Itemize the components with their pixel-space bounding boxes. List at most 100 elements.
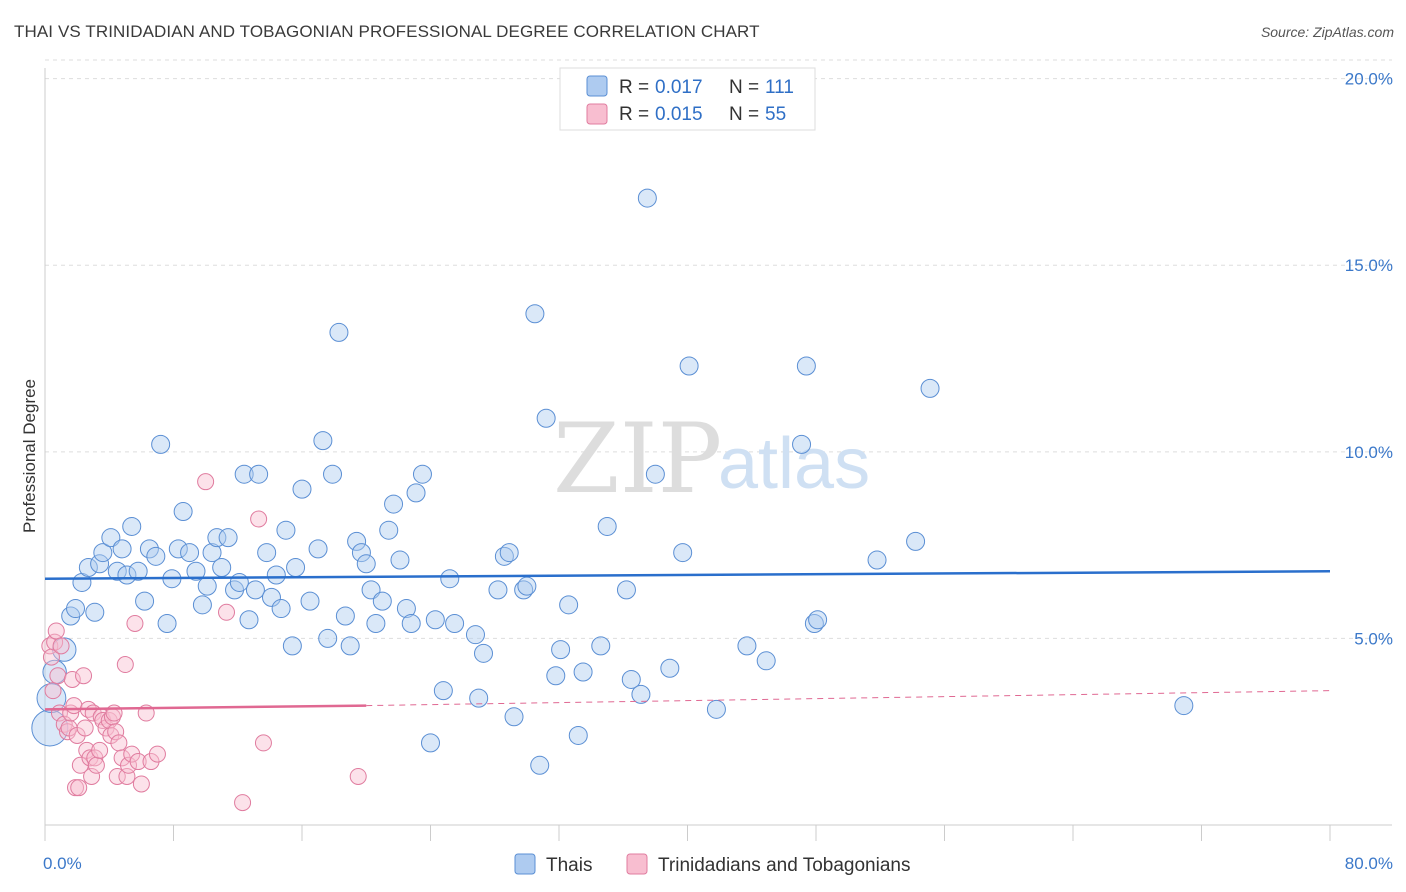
thai-point	[514, 580, 534, 600]
bottom-legend-tri-label: Trinidadians and Tobagonians	[658, 855, 910, 876]
tri-point	[234, 794, 252, 812]
thai-point	[292, 479, 312, 499]
thai-point	[679, 356, 699, 376]
bottom-legend-thai-swatch	[514, 853, 536, 875]
thai-point	[412, 464, 432, 484]
thai-point	[530, 755, 550, 775]
thai-point	[122, 516, 142, 536]
tri-point	[49, 667, 67, 685]
thai-point	[318, 628, 338, 648]
thai-point	[356, 554, 376, 574]
tri-point	[250, 510, 268, 528]
thai-point	[631, 684, 651, 704]
y-tick-label: 20.0%	[1345, 70, 1393, 89]
tri-point	[116, 656, 134, 674]
thai-point	[465, 625, 485, 645]
tri-point	[110, 734, 128, 752]
grid	[45, 59, 1392, 639]
thai-point	[440, 569, 460, 589]
tri-point	[83, 767, 101, 785]
source-label: Source: ZipAtlas.com	[1260, 24, 1394, 40]
y-tick-label: 10.0%	[1345, 443, 1393, 462]
bottom-legend: Thais Trinidadians and Tobagonians	[514, 853, 910, 876]
thai-point	[157, 613, 177, 633]
thai-point	[804, 613, 824, 633]
thai-point	[1174, 696, 1194, 716]
thai-point	[406, 483, 426, 503]
tri-point	[47, 622, 65, 640]
tri-point	[218, 603, 236, 621]
thai-point	[261, 587, 281, 607]
legend-thai-r-value: 0.017	[655, 77, 703, 98]
thai-point	[445, 613, 465, 633]
thai-point	[245, 580, 265, 600]
thai-point	[546, 666, 566, 686]
y-tick-label: 5.0%	[1354, 629, 1393, 648]
tri-point	[107, 723, 125, 741]
thai-point	[300, 591, 320, 611]
thai-point	[151, 434, 171, 454]
thai-point	[425, 610, 445, 630]
chart-title: THAI VS TRINIDADIAN AND TOBAGONIAN PROFE…	[14, 22, 760, 41]
legend-tri-r-value: 0.015	[655, 104, 703, 125]
thai-point	[660, 658, 680, 678]
thai-point	[66, 599, 86, 619]
tri-point	[254, 734, 272, 752]
thai-point	[616, 580, 636, 600]
thai-point	[101, 528, 121, 548]
thai-point	[737, 636, 757, 656]
tri-point	[65, 697, 83, 715]
thai-point	[706, 699, 726, 719]
thai-point	[308, 539, 328, 559]
thai-point	[197, 576, 217, 596]
tri-trend-extension	[366, 690, 1331, 707]
thai-point	[384, 494, 404, 514]
bottom-legend-tri-swatch	[626, 853, 648, 875]
thai-point	[229, 572, 249, 592]
thai-point	[335, 606, 355, 626]
thai-point	[920, 378, 940, 398]
legend-thai-swatch	[586, 75, 608, 97]
tri-point	[63, 670, 81, 688]
watermark: ZIP atlas	[553, 403, 870, 515]
thai-point	[396, 599, 416, 619]
thai-point	[78, 558, 98, 578]
thai-point	[128, 561, 148, 581]
thai-point	[433, 681, 453, 701]
thai-point	[286, 558, 306, 578]
legend-thai-r-label: R =	[619, 77, 649, 98]
legend-tri-n-value: 55	[765, 104, 786, 125]
tri-point	[132, 775, 150, 793]
tri-point	[91, 741, 109, 759]
thai-point	[180, 543, 200, 563]
tri-point	[349, 767, 367, 785]
thai-point	[186, 561, 206, 581]
thai-point	[139, 539, 159, 559]
thai-point	[637, 188, 657, 208]
thai-point	[207, 528, 227, 548]
legend-tri-n-label: N =	[729, 104, 759, 125]
thai-point	[488, 580, 508, 600]
thai-point	[756, 651, 776, 671]
tri-points	[41, 473, 367, 812]
legend-thai-n-label: N =	[729, 77, 759, 98]
thai-point	[559, 595, 579, 615]
thai-point	[867, 550, 887, 570]
thai-point	[421, 733, 440, 753]
y-axis-label: Professional Degree	[20, 379, 39, 533]
thai-point	[340, 636, 360, 656]
tri-point	[197, 473, 215, 491]
thai-point	[504, 707, 524, 727]
thai-point	[536, 408, 556, 428]
thai-point	[313, 431, 333, 451]
thai-point	[551, 640, 571, 660]
thai-point	[218, 528, 238, 548]
thai-point	[135, 591, 155, 611]
thai-point	[573, 662, 593, 682]
watermark-zip: ZIP	[553, 403, 722, 515]
thai-point	[499, 543, 519, 563]
tri-point	[148, 745, 166, 763]
thai-point	[282, 636, 302, 656]
thai-point	[621, 669, 641, 689]
